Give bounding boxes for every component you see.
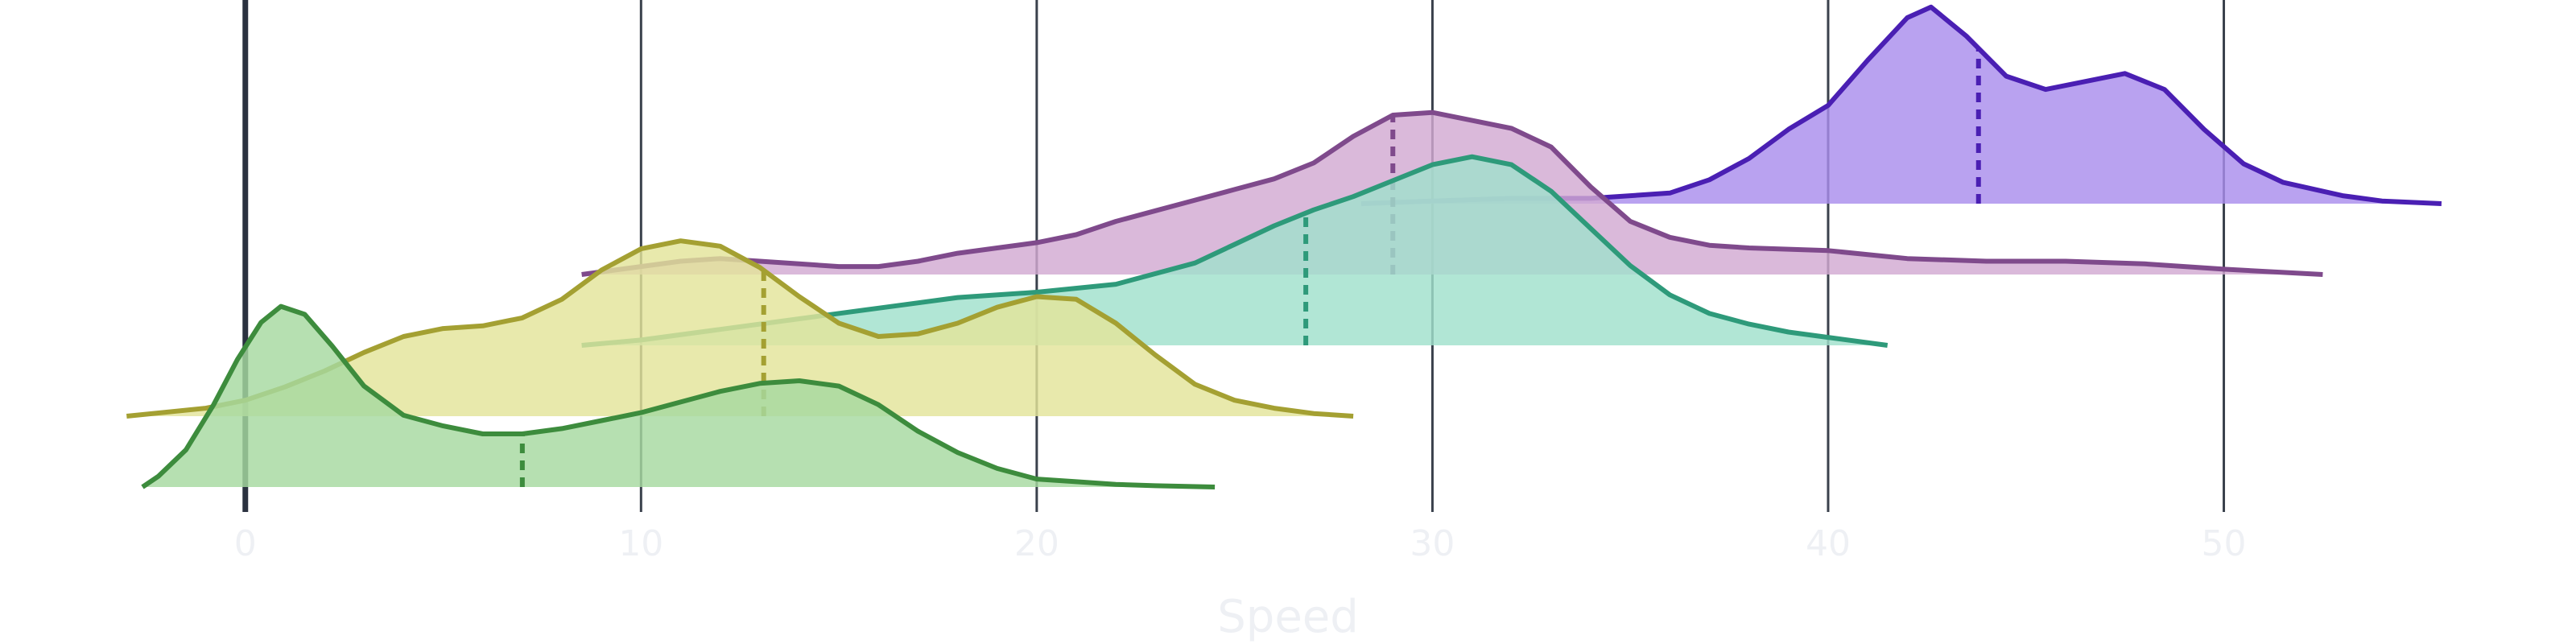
x-tick-labels: 0 10 20 30 40 50 (234, 523, 2247, 564)
ridge-5 (1360, 4, 2442, 206)
ridges (126, 4, 2442, 489)
ridge-curve-1 (141, 303, 1216, 489)
x-tick-label-20: 20 (1014, 523, 1059, 564)
ridge-curve-2 (126, 238, 1354, 419)
ridge-area-3 (581, 156, 1888, 345)
x-tick-label-10: 10 (618, 523, 663, 564)
ridge-curve-3 (581, 154, 1889, 348)
x-tick-label-40: 40 (1806, 523, 1851, 564)
ridge-3 (581, 154, 1889, 348)
ridge-curve-4 (581, 109, 2323, 277)
x-tick-label-0: 0 (234, 523, 257, 564)
x-axis-title: Speed (1217, 591, 1359, 643)
ridge-area-5 (1360, 6, 2442, 204)
ridge-1 (141, 303, 1216, 489)
x-tick-label-30: 30 (1410, 523, 1455, 564)
ridge-area-1 (142, 306, 1216, 487)
ridge-area-2 (126, 241, 1354, 416)
ridge-curve-5 (1360, 4, 2442, 206)
x-tick-label-50: 50 (2202, 523, 2247, 564)
